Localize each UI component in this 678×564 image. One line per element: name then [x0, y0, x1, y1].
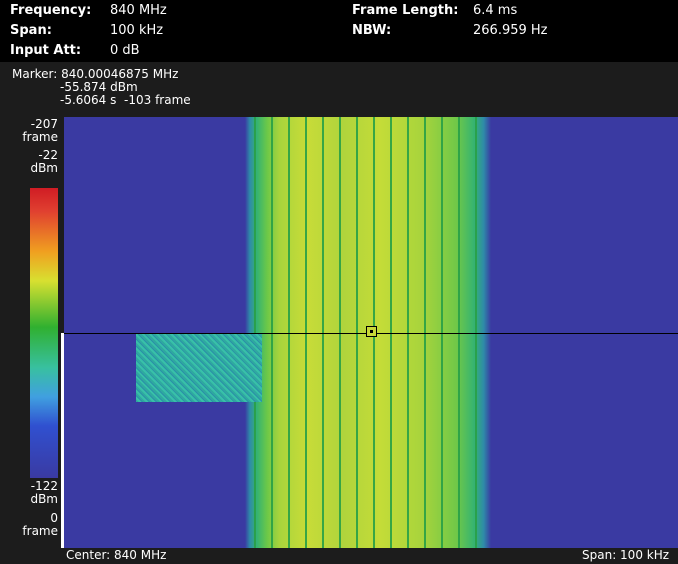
- header: Frequency: 840 MHz Span: 100 kHz Input A…: [0, 0, 678, 62]
- marker-dot: [370, 330, 373, 333]
- noise-patch: [136, 334, 262, 402]
- scale-label: frame: [22, 524, 58, 538]
- value: 266.959 Hz: [473, 23, 548, 38]
- value: 840 MHz: [110, 3, 167, 18]
- time-indicator: [61, 333, 64, 548]
- label: Frequency:: [10, 3, 92, 18]
- label: Frame Length:: [352, 3, 459, 18]
- scale-label: dBm: [30, 161, 58, 175]
- marker-readout: -5.6064 s -103 frame: [60, 93, 191, 107]
- marker-box: [366, 326, 377, 337]
- marker-readout: Marker: 840.00046875 MHz: [12, 67, 179, 81]
- marker-readout: -55.874 dBm: [60, 80, 138, 94]
- label: NBW:: [352, 23, 392, 38]
- scale-label: dBm: [30, 492, 58, 506]
- value: 0 dB: [110, 43, 140, 58]
- label: Span:: [10, 23, 52, 38]
- spectrogram: [64, 117, 678, 548]
- value: 6.4 ms: [473, 3, 518, 18]
- value: 100 kHz: [110, 23, 164, 38]
- scale-label: frame: [22, 130, 58, 144]
- scale-label: -207: [30, 117, 58, 131]
- scale-label: -22: [38, 148, 58, 162]
- label: Input Att:: [10, 43, 82, 58]
- footer-span: Span: 100 kHz: [582, 548, 670, 562]
- footer-center: Center: 840 MHz: [66, 548, 167, 562]
- scale-label: 0: [50, 511, 58, 525]
- scale-label: -122: [30, 479, 58, 493]
- color-bar: [30, 188, 58, 478]
